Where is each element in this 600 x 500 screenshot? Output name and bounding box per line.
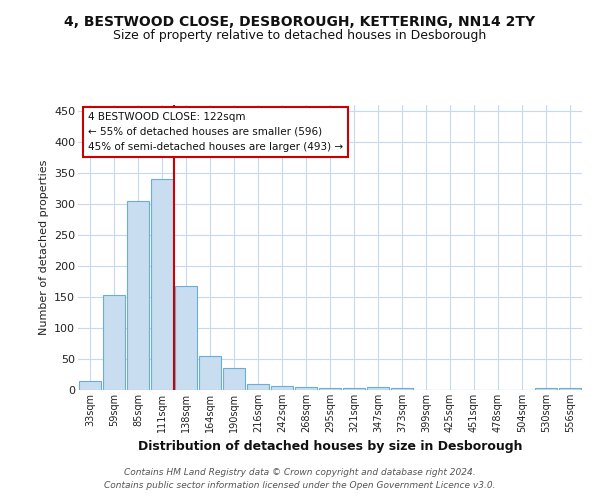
Text: 4 BESTWOOD CLOSE: 122sqm
← 55% of detached houses are smaller (596)
45% of semi-: 4 BESTWOOD CLOSE: 122sqm ← 55% of detach… bbox=[88, 112, 343, 152]
Bar bbox=[391, 388, 413, 390]
Bar bbox=[79, 380, 101, 390]
Bar bbox=[295, 387, 317, 390]
Bar bbox=[343, 388, 365, 390]
Bar bbox=[535, 388, 557, 390]
Bar bbox=[271, 386, 293, 390]
X-axis label: Distribution of detached houses by size in Desborough: Distribution of detached houses by size … bbox=[138, 440, 522, 454]
Bar bbox=[175, 286, 197, 390]
Bar bbox=[199, 356, 221, 390]
Text: Contains HM Land Registry data © Crown copyright and database right 2024.: Contains HM Land Registry data © Crown c… bbox=[124, 468, 476, 477]
Bar bbox=[223, 368, 245, 390]
Bar bbox=[127, 201, 149, 390]
Bar bbox=[559, 388, 581, 390]
Text: 4, BESTWOOD CLOSE, DESBOROUGH, KETTERING, NN14 2TY: 4, BESTWOOD CLOSE, DESBOROUGH, KETTERING… bbox=[64, 16, 536, 30]
Bar bbox=[151, 178, 173, 390]
Text: Contains public sector information licensed under the Open Government Licence v3: Contains public sector information licen… bbox=[104, 480, 496, 490]
Text: Size of property relative to detached houses in Desborough: Size of property relative to detached ho… bbox=[113, 28, 487, 42]
Bar bbox=[247, 384, 269, 390]
Bar bbox=[319, 388, 341, 390]
Bar bbox=[103, 295, 125, 390]
Y-axis label: Number of detached properties: Number of detached properties bbox=[38, 160, 49, 335]
Bar bbox=[367, 387, 389, 390]
